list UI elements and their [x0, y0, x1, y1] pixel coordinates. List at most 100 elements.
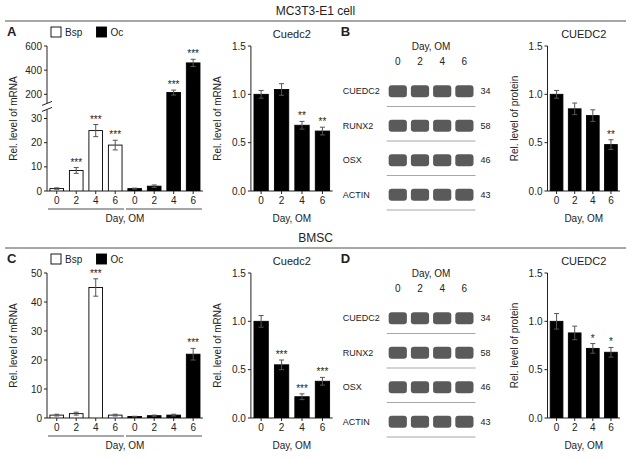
band — [455, 154, 473, 166]
legend-swatch — [97, 27, 107, 37]
band — [455, 85, 473, 97]
y-tick-label: 1.0 — [232, 316, 246, 327]
lane-rule — [387, 106, 476, 107]
band — [389, 347, 407, 359]
band — [433, 312, 451, 324]
error-stem — [95, 279, 96, 296]
x-tick — [95, 418, 96, 421]
lane-label: 0 — [395, 56, 401, 67]
bar — [586, 348, 599, 418]
x-tick — [193, 191, 194, 194]
chart-title: CUEDC2 — [561, 255, 606, 267]
y-tick-label: 0.5 — [529, 364, 543, 375]
error-bar — [171, 414, 176, 416]
significance: *** — [317, 366, 329, 377]
error-bar — [113, 140, 118, 150]
error-cap — [132, 188, 137, 189]
y-tick — [545, 191, 548, 192]
error-cap — [74, 173, 79, 174]
significance: *** — [276, 349, 288, 360]
bar — [274, 365, 288, 418]
lane-label: 2 — [417, 283, 423, 294]
error-cap — [259, 315, 264, 316]
error-bar — [113, 414, 118, 416]
significance: *** — [109, 129, 121, 140]
significance: ** — [319, 116, 327, 127]
y-tick — [44, 94, 47, 95]
error-cap — [590, 353, 595, 354]
y-tick — [248, 369, 251, 370]
error-bar — [74, 168, 79, 174]
bar — [108, 145, 122, 191]
kda-label: 43 — [481, 417, 491, 427]
plot-area — [254, 316, 330, 418]
bar — [315, 131, 329, 191]
y-tick — [44, 302, 47, 303]
error-cap — [300, 399, 305, 400]
band — [389, 189, 407, 201]
y-tick — [248, 418, 251, 419]
x-axis-label: Day, OM — [106, 213, 145, 224]
y-tick-label: 1.5 — [232, 268, 246, 279]
bar — [186, 354, 200, 418]
group-underline — [126, 209, 202, 210]
error-cap — [191, 66, 196, 67]
x-tick — [592, 191, 593, 194]
significance: ** — [607, 129, 615, 140]
y-tick — [44, 360, 47, 361]
error-cap — [152, 415, 157, 416]
significance: *** — [296, 383, 308, 394]
band — [389, 154, 407, 166]
x-tick-label: 4 — [93, 422, 99, 433]
x-tick — [302, 418, 303, 421]
error-bar — [572, 326, 577, 340]
error-cap — [608, 149, 613, 150]
y-tick — [44, 418, 47, 419]
y-axis — [250, 273, 251, 418]
y-tick-label: 0 — [36, 413, 42, 424]
x-tick — [322, 191, 323, 194]
error-cap — [279, 83, 284, 84]
x-axis-label: Day, OM — [106, 440, 145, 451]
error-cap — [74, 412, 79, 413]
x-tick-label: 0 — [554, 195, 560, 206]
bar — [568, 333, 581, 418]
y-axis-label: Rel. level of protein — [509, 76, 520, 162]
x-tick — [95, 191, 96, 194]
band — [411, 120, 429, 132]
chart-title: CUEDC2 — [561, 28, 606, 40]
error-cap — [608, 357, 613, 358]
y-tick — [545, 94, 548, 95]
lane-label: 2 — [417, 56, 423, 67]
plot-area — [50, 59, 200, 191]
x-tick — [154, 191, 155, 194]
error-stem — [556, 314, 557, 329]
lane-rule — [387, 210, 476, 211]
y-tick — [44, 166, 47, 167]
lane-rule — [387, 402, 476, 403]
error-cap — [259, 90, 264, 91]
y-tick — [545, 369, 548, 370]
error-bar — [259, 90, 264, 98]
x-tick — [173, 191, 174, 194]
protein-label: ACTIN — [343, 190, 370, 200]
legend-swatch — [97, 254, 107, 264]
error-cap — [320, 385, 325, 386]
error-bar — [191, 59, 196, 66]
error-bar — [590, 344, 595, 354]
error-bar — [320, 127, 325, 135]
x-tick-label: 4 — [171, 195, 177, 206]
x-tick-label: 6 — [112, 422, 118, 433]
error-bar — [54, 414, 59, 416]
legend-entry: Bsp — [51, 27, 83, 38]
error-bar — [171, 90, 176, 95]
bar — [550, 94, 563, 191]
x-axis-label: Day, OM — [564, 440, 603, 451]
band — [433, 189, 451, 201]
error-bar — [191, 348, 196, 360]
x-tick-label: 6 — [190, 195, 196, 206]
y-tick-label: 1.5 — [529, 268, 543, 279]
y-tick-label: 10 — [31, 161, 43, 172]
x-tick-label: 6 — [112, 195, 118, 206]
legend-entry: Oc — [97, 27, 124, 38]
